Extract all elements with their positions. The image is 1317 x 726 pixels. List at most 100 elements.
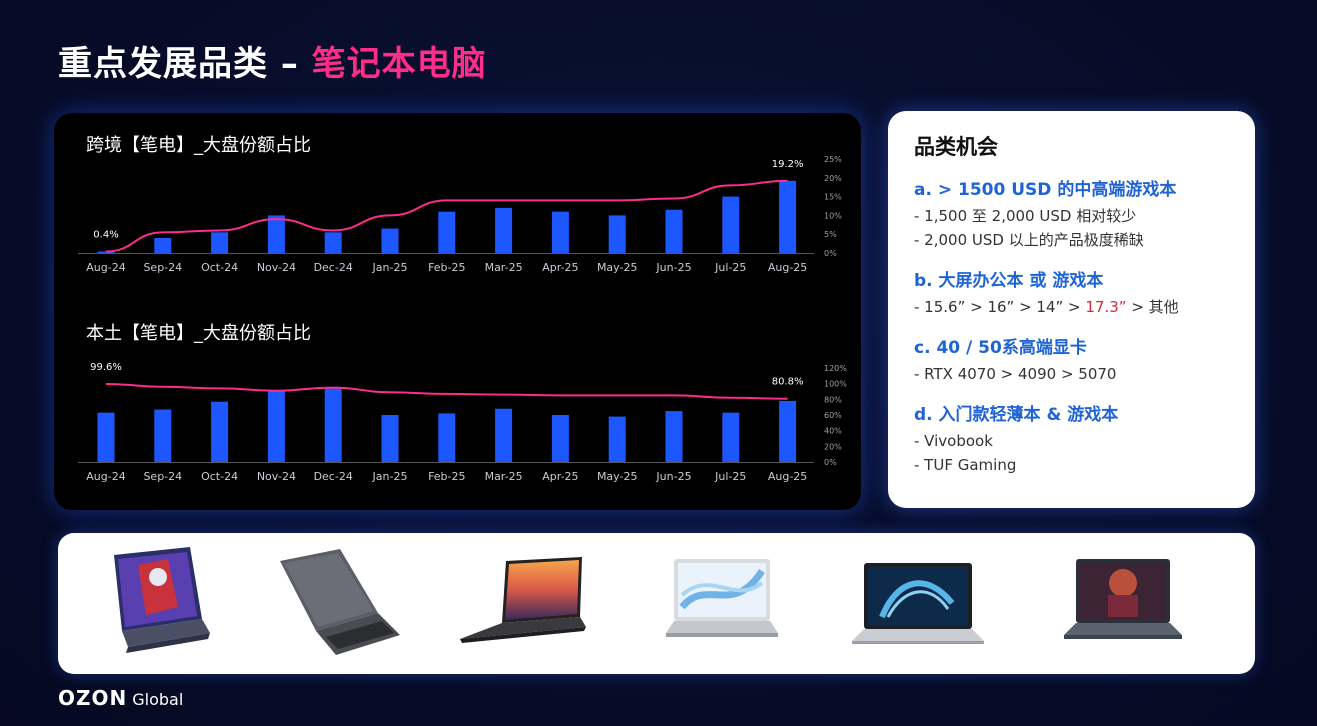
ozon-global-logo: OZON Global (58, 686, 183, 710)
cross-border-xtick-label: Aug-24 (86, 261, 125, 274)
cross-border-xtick-label: Aug-25 (768, 261, 807, 274)
cross-border-xtick-label: Sep-24 (143, 261, 182, 274)
local-xtick-label: Nov-24 (257, 470, 296, 483)
local-bar (267, 391, 285, 462)
cross-border-data-label: 19.2% (772, 159, 804, 170)
opportunity-b-line-post: > 其他 (1126, 298, 1179, 316)
local-ytick-label: 120% (824, 364, 847, 373)
local-bar (211, 401, 229, 462)
local-xtick-label: Aug-24 (86, 470, 125, 483)
cross-border-xtick-label: Nov-24 (257, 261, 296, 274)
cross-border-chart-title: 跨境【笔电】_大盘份额占比 (86, 135, 311, 156)
cross-border-xtick-label: Apr-25 (542, 261, 578, 274)
cross-border-xtick-label: Feb-25 (428, 261, 465, 274)
chart-panel: 跨境【笔电】_大盘份额占比 本土【笔电】_大盘份额占比 0% 5% 10% 15% 20… (54, 113, 861, 510)
cross-border-bar (608, 215, 626, 253)
cross-border-ytick-label: 20% (824, 174, 842, 183)
cross-border-bar (324, 232, 342, 253)
page-title-accent: 笔记本电脑 (311, 44, 487, 84)
opportunity-b-line-pre: - 15.6” > 16” > 14” > (914, 298, 1086, 316)
cross-border-bar (665, 209, 683, 253)
local-ytick-label: 100% (824, 380, 847, 389)
cross-border-bar (495, 207, 513, 253)
cross-border-xtick-label: Dec-24 (314, 261, 353, 274)
local-bar (722, 412, 740, 462)
local-bar (495, 408, 513, 462)
local-xtick-label: Aug-25 (768, 470, 807, 483)
gaming-laptop-image (114, 547, 210, 653)
opportunity-d-head: d. 入门款轻薄本 & 游戏本 (914, 405, 1119, 425)
opportunity-c: c. 40 / 50系高端显卡 - RTX 4070 > 4090 > 5070 (914, 333, 1231, 386)
local-xtick-label: Sep-24 (143, 470, 182, 483)
cross-border-xtick-label: Mar-25 (485, 261, 523, 274)
opportunity-d-line-2: - TUF Gaming (914, 456, 1017, 474)
cross-border-bar (211, 232, 229, 253)
local-chart-title: 本土【笔电】_大盘份额占比 (86, 323, 311, 344)
cross-border-ytick-label: 5% (824, 230, 837, 239)
local-bar (381, 415, 399, 462)
cross-border-xtick-label: Jan-25 (372, 261, 408, 274)
cross-border-ytick-label: 10% (824, 211, 842, 220)
charts-svg: 0% 5% 10% 15% 20% 25% Aug-24 Sep-24 Oct-24 Nov-24… (78, 155, 847, 483)
cross-border-data-label: 0.4% (93, 229, 118, 240)
cross-border-bar (381, 228, 399, 253)
local-data-label: 99.6% (90, 362, 122, 373)
category-opportunities-card: 品类机会 a. > 1500 USD 的中高端游戏本 - 1,500 至 2,0… (888, 111, 1255, 508)
local-bar (551, 415, 569, 462)
local-bar (665, 411, 683, 462)
local-xtick-label: Feb-25 (428, 470, 465, 483)
sunset-laptop-image (460, 557, 586, 643)
local-xtick-label: Dec-24 (314, 470, 353, 483)
opportunity-c-head: c. 40 / 50系高端显卡 (914, 338, 1087, 358)
silver-laptop-image (666, 559, 778, 637)
opportunity-a-head: a. > 1500 USD 的中高端游戏本 (914, 180, 1177, 200)
character-laptop-image (1064, 559, 1182, 639)
cross-border-xtick-label: May-25 (597, 261, 638, 274)
local-ytick-label: 40% (824, 427, 842, 436)
local-bar (608, 416, 626, 462)
opportunity-b-line: - 15.6” > 16” > 14” > 17.3” > 其他 (914, 295, 1231, 319)
local-data-label: 80.8% (772, 377, 804, 388)
cross-border-trend-line (105, 179, 788, 253)
local-bar (438, 413, 456, 462)
cross-border-bar (551, 211, 569, 253)
cross-border-xtick-label: Jun-25 (655, 261, 691, 274)
local-trend-line (105, 382, 788, 400)
local-ytick-label: 80% (824, 395, 842, 404)
opportunity-c-line-1: - RTX 4070 > 4090 > 5070 (914, 365, 1117, 383)
ozon-logo-text: OZON (58, 686, 128, 710)
local-bar (324, 387, 342, 462)
opportunities-title: 品类机会 (914, 135, 998, 159)
product-strip (58, 533, 1255, 674)
cross-border-bar (722, 196, 740, 253)
cross-border-xtick-label: Jul-25 (714, 261, 746, 274)
cross-border-bar (267, 215, 285, 253)
local-ytick-label: 60% (824, 411, 842, 420)
cross-border-bar (779, 180, 797, 253)
opportunity-a: a. > 1500 USD 的中高端游戏本 - 1,500 至 2,000 US… (914, 175, 1231, 252)
local-xtick-label: May-25 (597, 470, 638, 483)
cross-border-ytick-label: 0% (824, 249, 837, 258)
local-ytick-label: 0% (824, 458, 837, 467)
macbook-laptop-image (852, 563, 984, 644)
local-xtick-label: Jun-25 (655, 470, 691, 483)
local-bar (97, 412, 115, 462)
local-ytick-label: 20% (824, 442, 842, 451)
opportunity-d: d. 入门款轻薄本 & 游戏本 - Vivobook - TUF Gaming (914, 400, 1231, 477)
cross-border-ytick-label: 15% (824, 193, 842, 202)
local-xtick-label: Apr-25 (542, 470, 578, 483)
grey-laptop-image (280, 549, 400, 655)
page-title: 重点发展品类 – 笔记本电脑 (58, 36, 487, 85)
opportunity-b-head: b. 大屏办公本 或 游戏本 (914, 271, 1104, 291)
opportunity-a-line-2: - 2,000 USD 以上的产品极度稀缺 (914, 231, 1144, 249)
cross-border-xtick-label: Oct-24 (201, 261, 238, 274)
local-bar (154, 409, 172, 462)
local-xtick-label: Oct-24 (201, 470, 238, 483)
local-xtick-label: Jan-25 (372, 470, 408, 483)
cross-border-bar (438, 211, 456, 253)
opportunity-d-line-1: - Vivobook (914, 432, 993, 450)
ozon-logo-suffix: Global (132, 690, 184, 709)
local-xtick-label: Jul-25 (714, 470, 746, 483)
local-xtick-label: Mar-25 (485, 470, 523, 483)
cross-border-bar (154, 237, 172, 253)
